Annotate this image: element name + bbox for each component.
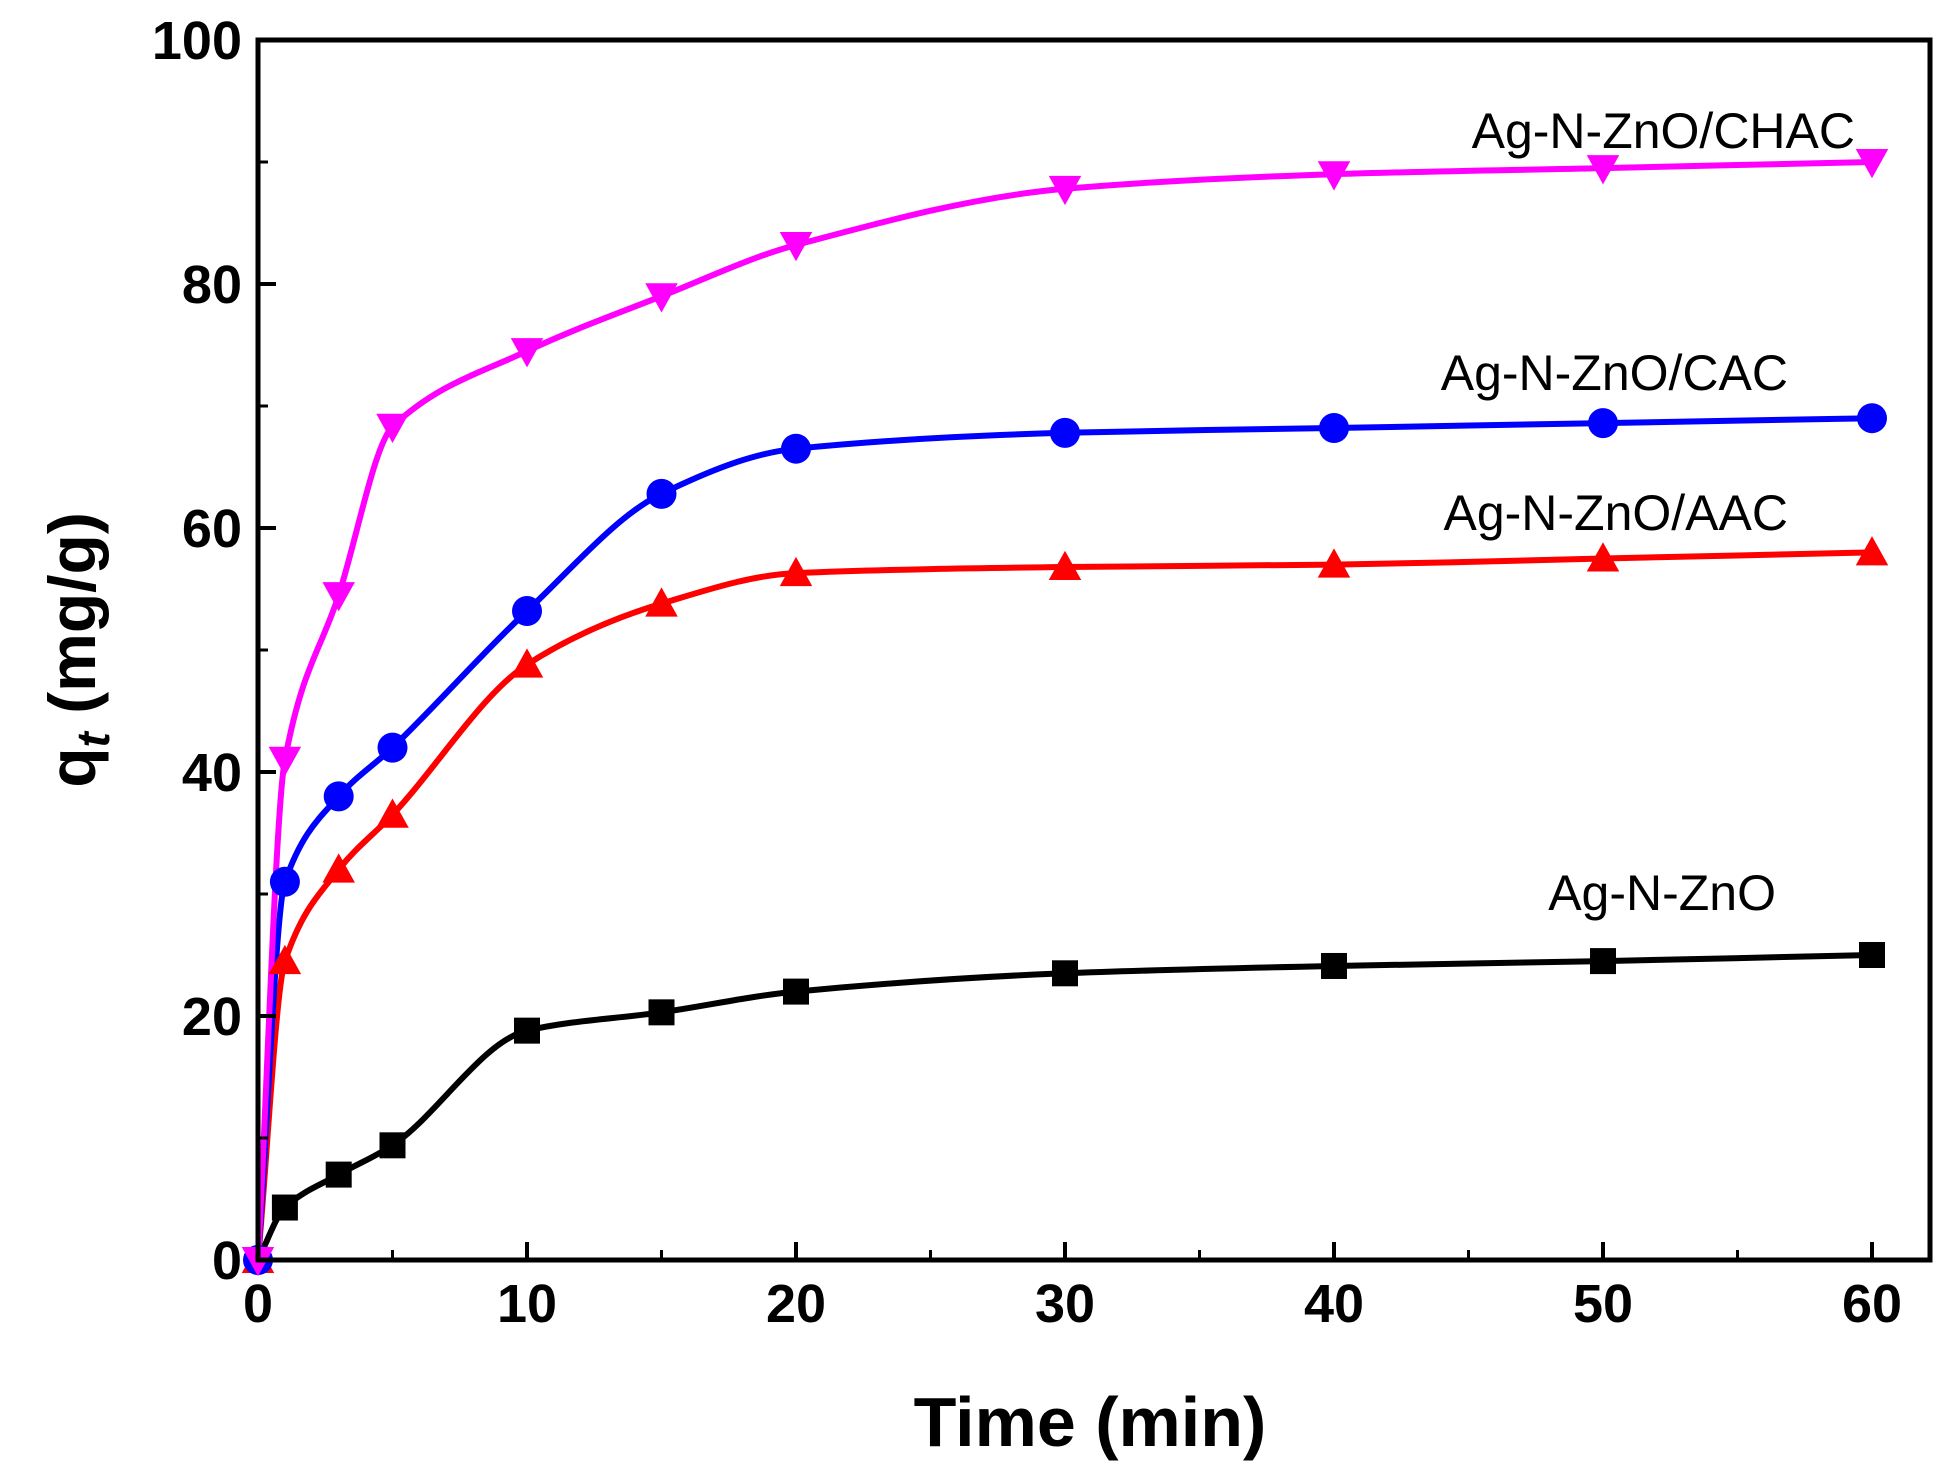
- x-tick-label: 20: [766, 1274, 826, 1334]
- data-point-ag-n-zno-cac: [781, 433, 811, 464]
- data-point-ag-n-zno-aac: [1048, 550, 1082, 581]
- data-point-ag-n-zno-chac: [1855, 149, 1889, 179]
- data-point-ag-n-zno-aac: [1855, 536, 1889, 566]
- y-tick-label: 20: [182, 987, 242, 1047]
- series-label-ag-n-zno-chac: Ag-N-ZnO/CHAC: [1472, 103, 1855, 159]
- data-point-ag-n-zno: [1859, 942, 1885, 968]
- data-point-ag-n-zno-aac: [268, 944, 302, 975]
- data-point-ag-n-zno-cac: [323, 781, 354, 812]
- y-tick-label: 100: [152, 11, 242, 71]
- data-point-ag-n-zno: [1052, 960, 1078, 987]
- data-point-ag-n-zno-chac: [779, 231, 813, 262]
- series-label-ag-n-zno-cac: Ag-N-ZnO/CAC: [1441, 345, 1788, 401]
- y-tick-label: 0: [212, 1231, 242, 1291]
- data-point-ag-n-zno-aac: [645, 587, 678, 617]
- data-point-ag-n-zno-cac: [269, 866, 300, 897]
- data-point-ag-n-zno-cac: [646, 478, 677, 509]
- data-point-ag-n-zno-cac: [512, 595, 542, 626]
- tick-labels: 0 10 20 30 40 50 60 0 20 40 60 80 100: [152, 11, 1902, 1334]
- data-point-ag-n-zno-chac: [510, 338, 544, 368]
- data-point-ag-n-zno-cac: [1319, 412, 1349, 443]
- data-point-ag-n-zno-aac: [376, 798, 409, 828]
- y-tick-label: 60: [182, 499, 242, 559]
- data-point-ag-n-zno-cac: [377, 732, 408, 763]
- series-label-ag-n-zno: Ag-N-ZnO: [1548, 865, 1776, 921]
- data-point-ag-n-zno-aac: [1317, 548, 1351, 578]
- data-point-ag-n-zno-cac: [1857, 403, 1887, 434]
- x-tick-label: 60: [1842, 1274, 1902, 1334]
- data-point-ag-n-zno: [1590, 948, 1616, 975]
- x-tick-label: 40: [1304, 1274, 1364, 1334]
- series-line-ag-n-zno-cac: [255, 415, 1873, 1261]
- data-point-ag-n-zno-aac: [510, 648, 544, 678]
- data-point-ag-n-zno: [271, 1194, 298, 1221]
- y-tick-label: 80: [182, 255, 242, 315]
- data-point-ag-n-zno-chac: [1586, 155, 1620, 185]
- data-point-ag-n-zno-chac: [322, 582, 355, 612]
- y-axis-title-symbol: q: [35, 747, 109, 787]
- data-point-ag-n-zno-aac: [779, 556, 813, 587]
- data-point-ag-n-zno-chac: [1317, 161, 1351, 191]
- x-axis-title: Time (min): [914, 1383, 1267, 1461]
- y-axis-title-unit: (mg/g): [35, 512, 109, 732]
- series-line-ag-n-zno-aac: [255, 549, 1873, 1261]
- data-point-ag-n-zno-aac: [1586, 542, 1620, 572]
- series-labels: Ag-N-ZnO/CHAC Ag-N-ZnO/CAC Ag-N-ZnO/AAC …: [1441, 103, 1855, 921]
- x-tick-label: 30: [1035, 1274, 1095, 1334]
- data-point-ag-n-zno-chac: [268, 746, 302, 777]
- data-point-ag-n-zno-cac: [1588, 408, 1618, 439]
- x-tick-label: 0: [243, 1274, 273, 1334]
- plot-frame: [255, 37, 1933, 1263]
- data-point-ag-n-zno: [1321, 952, 1347, 979]
- y-axis-title: qt (mg/g): [35, 512, 119, 788]
- data-point-ag-n-zno-cac: [1050, 417, 1080, 448]
- series-label-ag-n-zno-aac: Ag-N-ZnO/AAC: [1443, 485, 1788, 541]
- data-point-ag-n-zno: [514, 1017, 540, 1044]
- y-axis-title-subscript: t: [67, 730, 119, 747]
- data-point-ag-n-zno: [379, 1132, 406, 1159]
- x-tick-label: 10: [497, 1274, 557, 1334]
- data-point-ag-n-zno: [783, 978, 809, 1005]
- data-point-ag-n-zno-aac: [322, 853, 355, 883]
- data-point-ag-n-zno-chac: [645, 283, 678, 313]
- data-point-ag-n-zno-chac: [376, 413, 409, 443]
- data-point-ag-n-zno-chac: [1048, 175, 1082, 206]
- y-tick-label: 40: [182, 743, 242, 803]
- x-tick-label: 50: [1573, 1274, 1633, 1334]
- data-point-ag-n-zno: [648, 999, 675, 1026]
- series-markers: [241, 149, 1889, 1277]
- data-point-ag-n-zno: [325, 1161, 352, 1188]
